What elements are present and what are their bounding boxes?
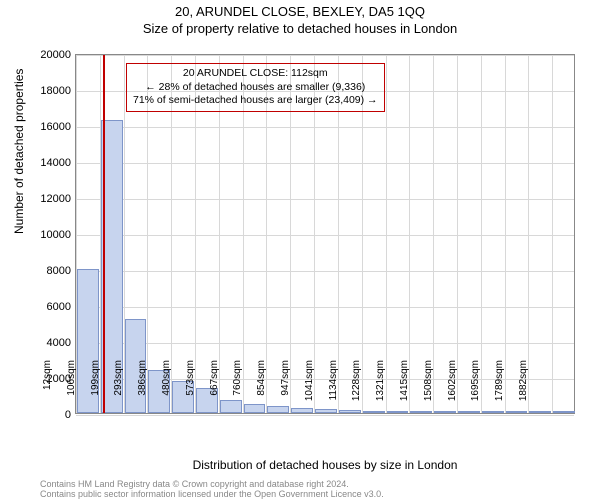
x-tick-label: 854sqm xyxy=(256,360,267,410)
chart-title: 20, ARUNDEL CLOSE, BEXLEY, DA5 1QQ xyxy=(0,4,600,19)
bar xyxy=(529,411,551,413)
bar xyxy=(458,411,480,413)
bar xyxy=(506,411,528,413)
y-axis-label: Number of detached properties xyxy=(12,69,26,234)
y-tick-label: 16000 xyxy=(31,121,71,133)
chart-subtitle: Size of property relative to detached ho… xyxy=(0,21,600,36)
x-tick-label: 293sqm xyxy=(113,360,124,410)
y-tick-label: 6000 xyxy=(31,301,71,313)
x-tick-label: 1602sqm xyxy=(447,360,458,410)
annotation-box: 20 ARUNDEL CLOSE: 112sqm← 28% of detache… xyxy=(126,63,385,112)
x-tick-label: 386sqm xyxy=(137,360,148,410)
bar xyxy=(553,411,575,413)
x-axis-label: Distribution of detached houses by size … xyxy=(75,458,575,472)
x-tick-label: 760sqm xyxy=(232,360,243,410)
x-tick-label: 1134sqm xyxy=(328,360,339,410)
bar xyxy=(482,411,504,413)
x-tick-label: 1789sqm xyxy=(494,360,505,410)
marker-line xyxy=(103,55,105,413)
annotation-line2: ← 28% of detached houses are smaller (9,… xyxy=(133,81,378,95)
gridline-h xyxy=(76,271,574,272)
bar xyxy=(339,410,361,413)
bar xyxy=(387,411,409,413)
footer-attribution: Contains HM Land Registry data © Crown c… xyxy=(40,480,384,500)
y-tick-label: 12000 xyxy=(31,193,71,205)
gridline-h xyxy=(76,307,574,308)
gridline-h xyxy=(76,235,574,236)
gridline-h xyxy=(76,163,574,164)
x-tick-label: 1041sqm xyxy=(304,360,315,410)
annotation-line1: 20 ARUNDEL CLOSE: 112sqm xyxy=(133,67,378,81)
gridline-v xyxy=(552,55,553,413)
gridline-h xyxy=(76,199,574,200)
annotation-line3: 71% of semi-detached houses are larger (… xyxy=(133,94,378,108)
x-tick-label: 1508sqm xyxy=(423,360,434,410)
x-tick-label: 667sqm xyxy=(209,360,220,410)
x-tick-label: 1228sqm xyxy=(351,360,362,410)
x-tick-label: 12sqm xyxy=(42,360,53,410)
x-tick-label: 1882sqm xyxy=(518,360,529,410)
bar xyxy=(363,411,385,413)
x-tick-label: 947sqm xyxy=(280,360,291,410)
x-tick-label: 480sqm xyxy=(161,360,172,410)
x-tick-label: 199sqm xyxy=(90,360,101,410)
y-tick-label: 10000 xyxy=(31,229,71,241)
y-tick-label: 4000 xyxy=(31,337,71,349)
bar xyxy=(410,411,432,413)
chart-plot-area: 0200040006000800010000120001400016000180… xyxy=(75,54,575,414)
gridline-h xyxy=(76,415,574,416)
x-tick-label: 1695sqm xyxy=(470,360,481,410)
x-tick-label: 106sqm xyxy=(66,360,77,410)
x-tick-label: 1321sqm xyxy=(375,360,386,410)
x-tick-label: 573sqm xyxy=(185,360,196,410)
gridline-h xyxy=(76,343,574,344)
gridline-h xyxy=(76,127,574,128)
y-tick-label: 8000 xyxy=(31,265,71,277)
y-tick-label: 18000 xyxy=(31,85,71,97)
y-tick-label: 0 xyxy=(31,409,71,421)
y-tick-label: 20000 xyxy=(31,49,71,61)
bar xyxy=(434,411,456,413)
x-tick-label: 1415sqm xyxy=(399,360,410,410)
gridline-h xyxy=(76,55,574,56)
footer-line2: Contains public sector information licen… xyxy=(40,490,384,500)
y-tick-label: 14000 xyxy=(31,157,71,169)
